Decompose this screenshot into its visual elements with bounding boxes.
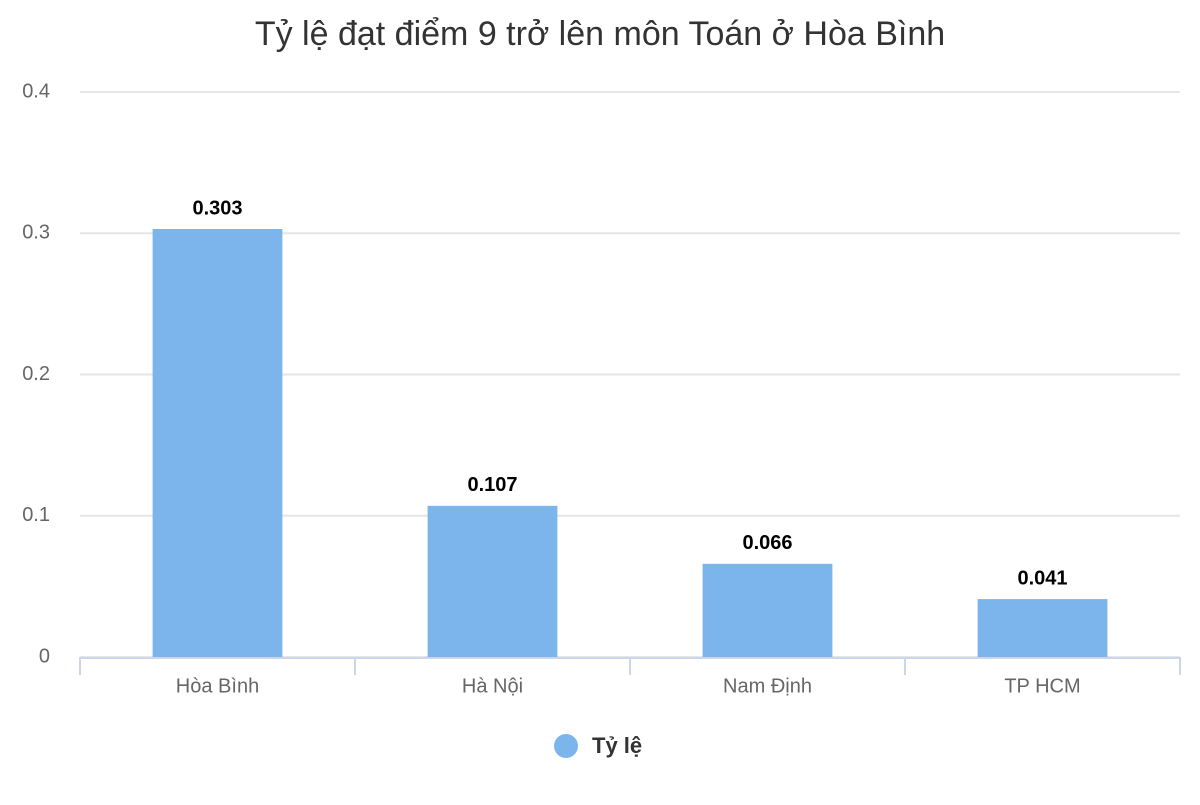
x-tick-label: TP HCM [1004,675,1080,697]
y-tick-label: 0.3 [22,222,50,244]
y-tick-label: 0.2 [22,363,50,385]
data-label: 0.107 [467,474,517,496]
x-tick-label: Nam Định [723,675,812,697]
bar [152,229,283,657]
legend-marker [554,734,578,758]
bar [977,599,1108,657]
data-label: 0.066 [742,532,792,554]
y-tick-label: 0.4 [22,80,50,102]
x-tick-label: Hòa Bình [176,675,259,697]
chart-title: Tỷ lệ đạt điểm 9 trở lên môn Toán ở Hòa … [255,15,945,53]
y-tick-label: 0 [39,645,50,667]
bar [702,563,833,657]
legend-label: Tỷ lệ [592,733,642,758]
data-label: 0.041 [1017,567,1067,589]
data-label: 0.303 [192,197,242,219]
x-tick-label: Hà Nội [462,675,523,697]
bar [427,505,558,657]
y-tick-label: 0.1 [22,504,50,526]
